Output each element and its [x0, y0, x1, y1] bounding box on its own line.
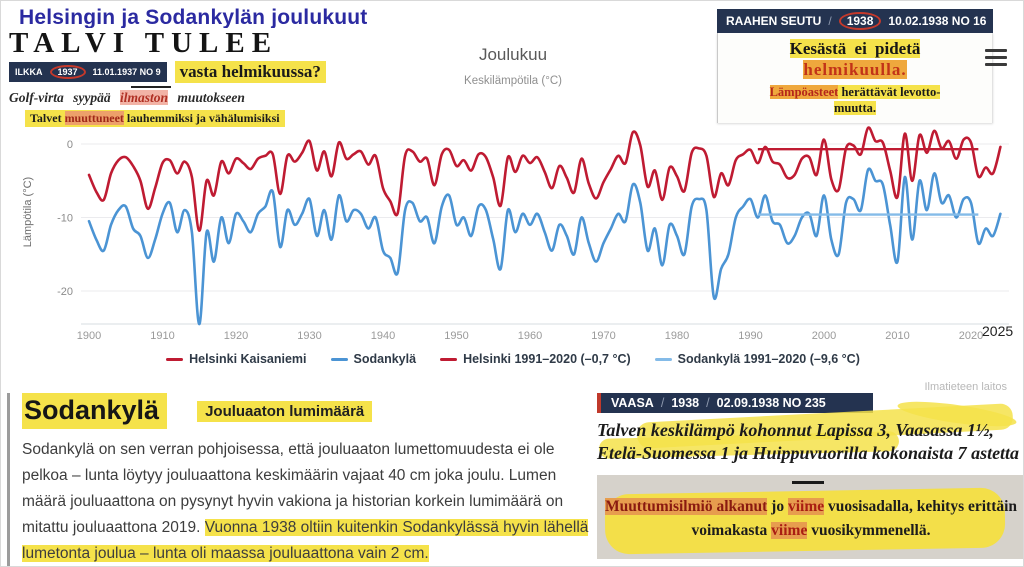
series-line-helsinki [87, 126, 1002, 233]
ilkka-line3: Golf-virta syypää ilmaston muutokseen [9, 90, 353, 106]
ilkka-issue: 11.01.1937 NO 9 [92, 67, 161, 77]
x-tick-label: 1970 [591, 330, 615, 342]
vaasa-note-highlight: Muuttumisilmiö alkanut [604, 498, 768, 515]
raahe-source: RAAHEN SEUTU [726, 14, 822, 28]
ilkka-line4-text2: lauhemmiksi ja vähälumisiksi [123, 111, 280, 125]
ilkka-source: ILKKA [15, 67, 43, 77]
vaasa-note: Muuttumisilmiö alkanut jo viime vuosisad… [597, 495, 1023, 543]
menu-bar [985, 56, 1007, 59]
chart-title: Joulukuu [478, 45, 548, 64]
vaasa-issue: 02.09.1938 NO 235 [716, 396, 826, 410]
raahe-line4: muutta. [833, 101, 877, 115]
attribution: Ilmatieteen laitos [924, 381, 1007, 393]
x-tick-label: 1940 [371, 330, 395, 342]
vaasa-headline-line2: Etelä-Suomessa 1 ja Huippuvuorilla kokon… [597, 443, 1020, 463]
x-tick-label: 2020 [959, 330, 983, 342]
vaasa-note-viime: viime [771, 522, 808, 539]
x-tick-label: 1910 [150, 330, 174, 342]
ilkka-line4-text: Talvet [30, 111, 65, 125]
x-tick-label: 1900 [77, 330, 101, 342]
chart-legend: Helsinki Kaisaniemi Sodankylä Helsinki 199… [1, 352, 1023, 366]
vaasa-note-text: kehitys erittäin [912, 498, 1018, 515]
raahe-body: Kesästä ei pidetä helmikuulla. Lämpöaste… [717, 33, 993, 123]
vaasa-note-viime: viime [787, 498, 825, 515]
ilkka-subhead: vasta helmikuussa? [174, 61, 326, 83]
separator: / [706, 396, 710, 410]
legend-item[interactable]: Sodankylä [330, 352, 417, 366]
legend-label: Helsinki 1991–2020 (–0,7 °C) [463, 352, 631, 366]
raahe-line2: helmikuulla. [803, 60, 907, 79]
menu-bar [985, 49, 1007, 52]
y-tick-label: -10 [57, 213, 73, 225]
legend-label: Sodankylä 1991–2020 (–9,6 °C) [677, 352, 860, 366]
y-tick-label: -20 [57, 286, 73, 298]
clipping-rule [131, 86, 171, 88]
vaasa-note-text: vuosisadalla, [824, 498, 913, 515]
vaasa-paper: Muuttumisilmiö alkanut jo viime vuosisad… [597, 475, 1023, 559]
legend-dash-icon [330, 357, 348, 361]
legend-item[interactable]: Sodankylä 1991–2020 (–9,6 °C) [654, 352, 860, 366]
page-title: Helsingin ja Sodankylän joulukuut [19, 6, 368, 29]
legend-label: Sodankylä [353, 352, 417, 366]
raahe-line3-text: herättävät levotto- [838, 85, 941, 99]
separator: / [660, 396, 665, 410]
raahe-line3-highlight: Lämpöasteet [769, 85, 839, 99]
ilkka-line3-text: Golf-virta syypää [9, 90, 120, 105]
legend-item[interactable]: Helsinki Kaisaniemi [166, 352, 307, 366]
vaasa-headline: Talven keskilämpö kohonnut Lapissa 3, Va… [597, 396, 1023, 465]
legend-dash-icon [166, 357, 184, 361]
vaasa-note-text: voimakasta [691, 522, 772, 539]
legend-dash-icon [654, 357, 672, 361]
chart-plot[interactable]: 0 -10 -20 1900 1910 1920 1930 1940 1950 1960 1970 1… [1, 96, 1024, 364]
raahe-source-bar: RAAHEN SEUTU / 1938 10.02.1938 NO 16 [717, 9, 993, 33]
vaasa-year: 1938 [671, 396, 700, 410]
x-tick-label: 2000 [812, 330, 836, 342]
separator: / [828, 14, 832, 28]
ilkka-source-bar: ILKKA 1937 11.01.1937 NO 9 [9, 62, 167, 82]
x-tick-label: 2010 [885, 330, 909, 342]
ilkka-year-circled: 1937 [49, 65, 86, 79]
vaasa-source-bar: VAASA / 1938 / 02.09.1938 NO 235 [597, 393, 873, 413]
x-tick-label: 1920 [224, 330, 248, 342]
vaasa-headline-line1: Talven keskilämpö kohonnut Lapissa 3, Va… [597, 420, 994, 440]
ilkka-headline: TALVI TULEE [9, 27, 279, 59]
raahe-issue: 10.02.1938 NO 16 [888, 14, 987, 28]
ilkka-clipping: TALVI TULEE ILKKA 1937 11.01.1937 NO 9 v… [9, 28, 353, 127]
raahe-year-circled: 1938 [838, 12, 882, 30]
x-tick-label: 1980 [665, 330, 689, 342]
annotation-2025: 2025 [982, 323, 1014, 339]
series-line-sodankyla [87, 167, 1002, 326]
clipping-divider [792, 481, 824, 484]
x-tick-label: 1990 [738, 330, 762, 342]
hamburger-menu-icon[interactable] [985, 49, 1007, 70]
y-tick-label: 0 [67, 139, 73, 151]
legend-dash-icon [440, 357, 458, 361]
vaasa-note-text: jo [767, 498, 788, 515]
raahe-clipping: RAAHEN SEUTU / 1938 10.02.1938 NO 16 Kes… [717, 9, 993, 123]
legend-item[interactable]: Helsinki 1991–2020 (–0,7 °C) [440, 352, 631, 366]
vaasa-source: VAASA [611, 396, 654, 410]
vaasa-note-text: vuosikymmenellä. [807, 522, 931, 539]
x-tick-label: 1930 [297, 330, 321, 342]
x-tick-label: 1960 [518, 330, 542, 342]
sodankyla-heading: Sodankylä [22, 393, 168, 429]
chart-subtitle: Keskilämpötila (°C) [464, 75, 562, 87]
ilkka-line3-text2: muutokseen [168, 90, 245, 105]
sodankyla-text-block: Sodankylä Jouluaaton lumimäärä Sodankylä… [7, 393, 599, 566]
ilkka-line4: Talvet muuttuneet lauhemmiksi ja vähälum… [25, 110, 285, 127]
ilkka-line4-highlight: muuttuneet [64, 111, 124, 125]
menu-bar [985, 63, 1007, 66]
raahe-line1: Kesästä ei pidetä [789, 39, 921, 58]
legend-label: Helsinki Kaisaniemi [189, 352, 307, 366]
sodankyla-paragraph: Sodankylä on sen verran pohjoisessa, ett… [22, 437, 599, 566]
paragraph-text: Sodankylä on sen verran pohjoisessa, ett… [22, 441, 564, 536]
ilkka-line3-highlight: ilmaston [119, 90, 168, 105]
x-tick-label: 1950 [444, 330, 468, 342]
sodankyla-subheading: Jouluaaton lumimäärä [197, 400, 373, 422]
vaasa-clipping: VAASA / 1938 / 02.09.1938 NO 235 Talven … [597, 393, 1023, 559]
